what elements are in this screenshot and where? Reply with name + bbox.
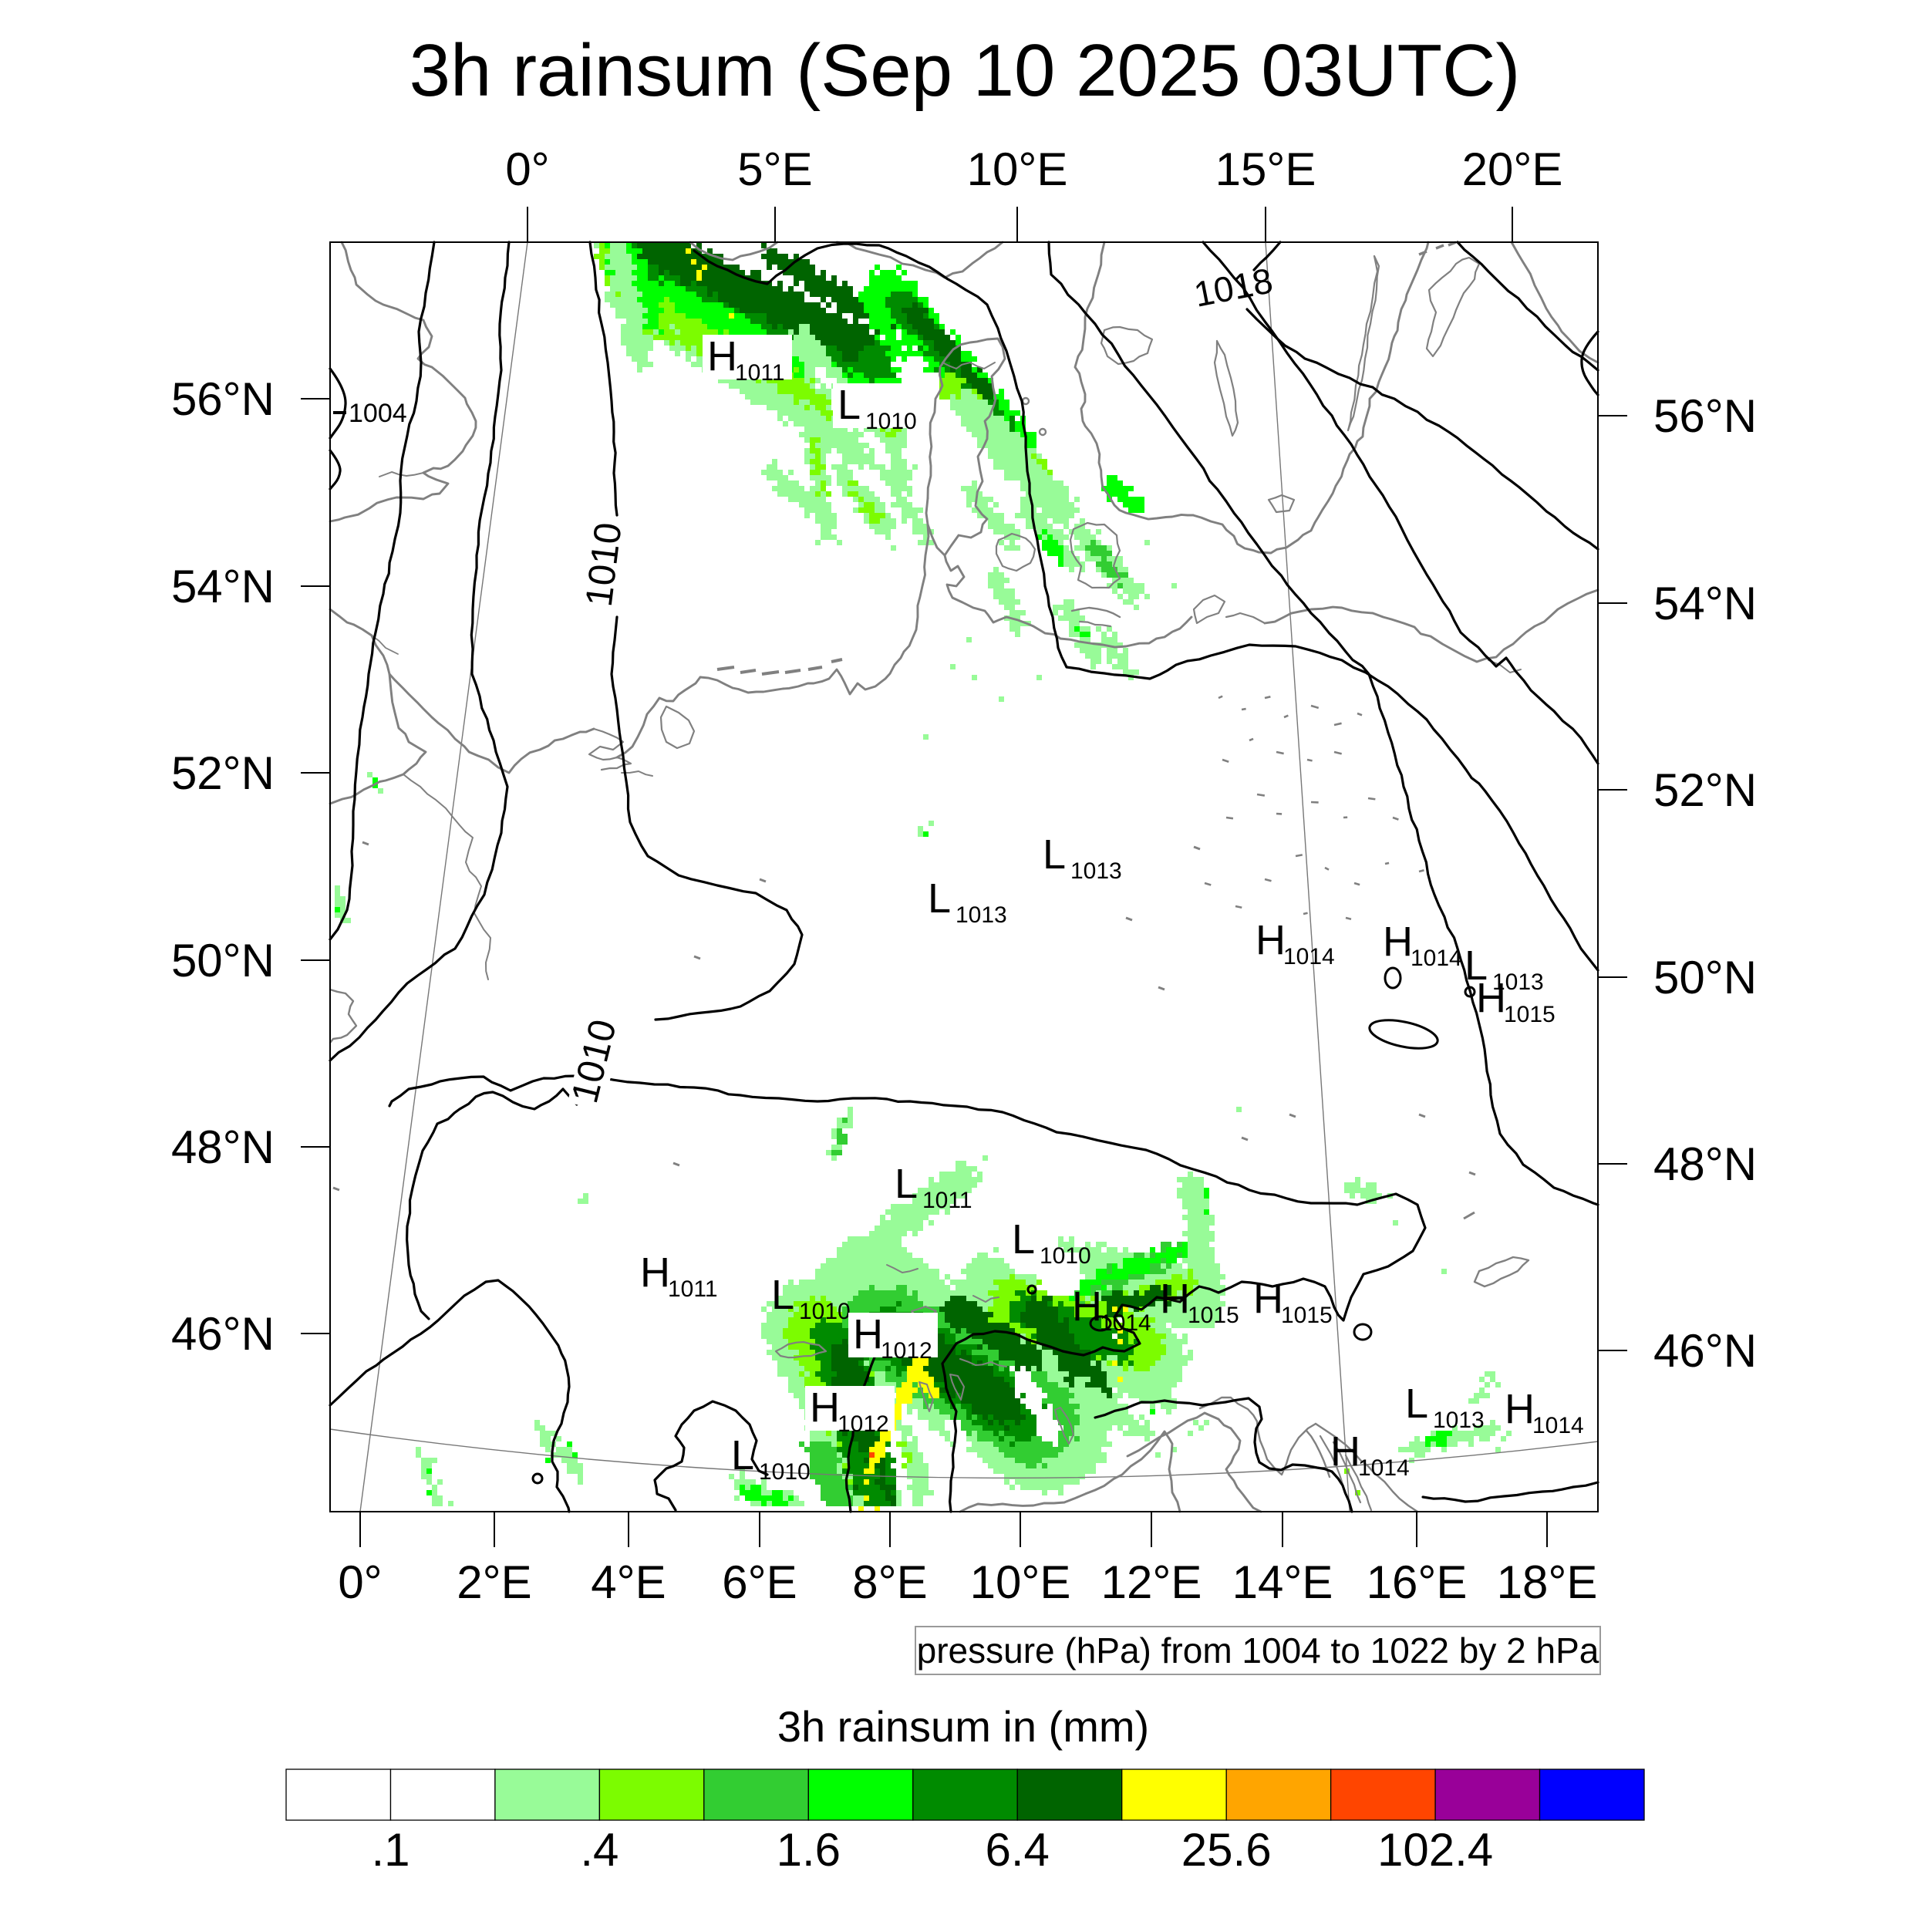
svg-text:1010: 1010 [865,409,917,434]
svg-text:H: H [1253,1276,1283,1322]
svg-text:H: H [853,1311,883,1357]
svg-text:L: L [771,1272,794,1318]
svg-text:H: H [810,1384,840,1431]
svg-text:6.4: 6.4 [985,1824,1049,1876]
svg-text:L: L [895,1161,918,1207]
svg-text:52°N: 52°N [171,747,275,799]
svg-text:46°N: 46°N [1653,1325,1757,1377]
svg-text:1010: 1010 [799,1299,851,1324]
svg-text:1014: 1014 [1532,1413,1584,1438]
svg-text:54°N: 54°N [171,561,275,612]
svg-text:L: L [1405,1381,1428,1427]
svg-text:H: H [1072,1283,1102,1330]
svg-text:50°N: 50°N [171,935,275,986]
svg-text:L: L [838,382,861,428]
svg-text:1015: 1015 [1281,1303,1333,1328]
svg-text:6°E: 6°E [722,1556,797,1608]
svg-text:1013: 1013 [956,902,1007,928]
svg-text:48°N: 48°N [1653,1138,1757,1190]
svg-text:20°E: 20°E [1462,143,1563,195]
svg-text:3h rainsum (Sep 10 2025 03UTC): 3h rainsum (Sep 10 2025 03UTC) [410,29,1521,112]
svg-text:1.6: 1.6 [777,1824,841,1876]
svg-text:102.4: 102.4 [1377,1824,1493,1876]
svg-text:pressure (hPa) from 1004 to 10: pressure (hPa) from 1004 to 1022 by 2 hP… [917,1630,1599,1671]
svg-text:1012: 1012 [881,1338,932,1364]
svg-text:1015: 1015 [1504,1002,1556,1027]
svg-text:56°N: 56°N [171,373,275,425]
svg-text:48°N: 48°N [171,1121,275,1173]
svg-text:14°E: 14°E [1232,1556,1333,1608]
svg-text:0°: 0° [505,143,549,195]
svg-text:1015: 1015 [1188,1303,1239,1328]
svg-text:1014: 1014 [1283,944,1335,969]
svg-text:1010: 1010 [1040,1243,1091,1269]
svg-text:54°N: 54°N [1653,578,1757,629]
svg-text:10°E: 10°E [967,143,1068,195]
svg-text:50°N: 50°N [1653,952,1757,1003]
svg-text:1012: 1012 [838,1411,889,1437]
svg-text:H: H [1476,975,1506,1021]
svg-text:1010: 1010 [759,1459,811,1485]
svg-text:H: H [1160,1276,1190,1322]
svg-text:5°E: 5°E [737,143,812,195]
svg-text:16°E: 16°E [1367,1556,1468,1608]
svg-text:10°E: 10°E [970,1556,1071,1608]
svg-text:L: L [928,875,951,922]
svg-text:12°E: 12°E [1101,1556,1202,1608]
svg-text:H: H [1383,919,1413,965]
svg-text:56°N: 56°N [1653,390,1757,442]
svg-text:1014: 1014 [1100,1310,1151,1336]
svg-text:1013: 1013 [1070,858,1122,884]
svg-text:H: H [1256,917,1286,963]
svg-text:1014: 1014 [1411,946,1462,971]
svg-text:3h rainsum in (mm): 3h rainsum in (mm) [777,1702,1149,1751]
svg-text:18°E: 18°E [1497,1556,1598,1608]
svg-text:25.6: 25.6 [1181,1824,1272,1876]
svg-text:H: H [1330,1428,1360,1475]
svg-text:1004: 1004 [349,399,407,428]
svg-text:H: H [1505,1386,1535,1432]
svg-text:1013: 1013 [1433,1408,1485,1433]
svg-text:.1: .1 [371,1824,410,1876]
svg-text:8°E: 8°E [852,1556,927,1608]
svg-text:2°E: 2°E [457,1556,531,1608]
svg-text:H: H [707,333,737,379]
svg-text:1011: 1011 [668,1276,718,1302]
svg-text:15°E: 15°E [1215,143,1316,195]
svg-text:52°N: 52°N [1653,764,1757,816]
svg-text:L: L [1043,831,1066,878]
svg-text:H: H [640,1249,670,1296]
svg-text:0°: 0° [338,1556,382,1608]
svg-text:1014: 1014 [1358,1455,1410,1481]
svg-text:46°N: 46°N [171,1308,275,1360]
svg-text:4°E: 4°E [591,1556,666,1608]
svg-text:1011: 1011 [922,1188,972,1213]
svg-text:L: L [731,1432,754,1479]
svg-text:.4: .4 [580,1824,619,1876]
svg-text:1011: 1011 [735,360,785,386]
svg-text:L: L [1012,1216,1035,1263]
